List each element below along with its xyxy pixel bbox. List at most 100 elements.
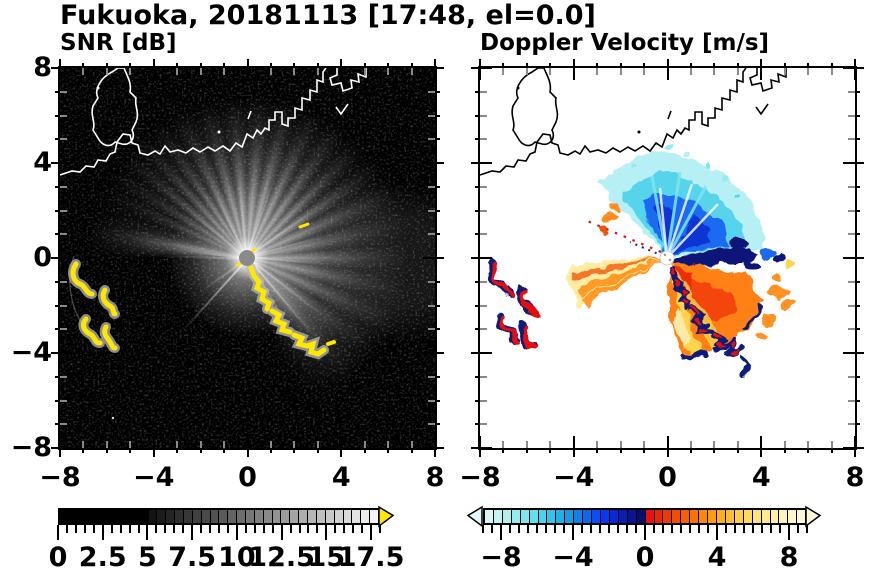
colorbar-tick-label: 5 <box>138 542 157 570</box>
colorbar-segment <box>760 510 770 523</box>
axis-tick <box>471 352 480 354</box>
axis-tick <box>246 448 249 457</box>
colorbar-tick <box>370 525 373 540</box>
colorbar-tick <box>182 525 185 533</box>
colorbar-segment <box>733 510 743 523</box>
colorbar-segment <box>724 510 734 523</box>
figure-title: Fukuoka, 20181113 [17:48, el=0.0] <box>60 0 596 31</box>
axis-tick <box>689 448 692 453</box>
axis-tick <box>760 59 763 68</box>
colorbar-segment <box>680 510 690 523</box>
axis-tick <box>223 448 226 453</box>
axis-tick <box>435 423 440 426</box>
colorbar-segment <box>653 510 663 523</box>
colorbar-segment <box>147 510 157 523</box>
colorbar-tick <box>617 525 619 533</box>
colorbar-tick <box>491 525 493 533</box>
colorbar-tick <box>289 525 292 533</box>
colorbar-tick <box>671 525 673 533</box>
islet-dot <box>96 86 100 90</box>
colorbar-tick <box>689 525 691 533</box>
colorbar-segment <box>191 510 201 523</box>
colorbar-segment <box>138 510 148 523</box>
axis-tick <box>479 59 481 68</box>
colorbar-segment <box>715 510 725 523</box>
axis-tick <box>471 257 480 259</box>
axis-tick <box>129 448 132 453</box>
axis-tick <box>435 352 444 354</box>
colorbar-segment <box>289 510 299 523</box>
axis-tick <box>316 448 319 453</box>
axis-tick <box>51 257 60 259</box>
speck-dot <box>111 416 115 420</box>
colorbar-segment <box>165 510 175 523</box>
colorbar-tick <box>779 525 781 533</box>
axis-tick <box>525 448 528 453</box>
colorbar-segment <box>501 510 511 523</box>
fan-streaks-white <box>658 183 719 259</box>
colorbar-tick <box>316 525 319 533</box>
colorbar-segment <box>689 510 699 523</box>
colorbar-segment <box>742 510 752 523</box>
axis-tick <box>434 59 436 68</box>
colorbar-tick <box>500 525 502 540</box>
colorbar-tick <box>698 525 700 533</box>
axis-tick <box>666 59 669 68</box>
axis-tick <box>830 448 833 453</box>
colorbar-tick <box>563 525 565 533</box>
colorbar-segment <box>599 510 609 523</box>
axis-tick <box>387 448 390 453</box>
colorbar-segment <box>769 510 779 523</box>
axis-tick <box>435 138 440 141</box>
colorbar-segment <box>315 510 325 523</box>
snr-panel-title: SNR [dB] <box>60 30 177 56</box>
clutter-arcs-velocity <box>486 258 747 358</box>
colorbar-tick <box>164 525 167 533</box>
axis-tick <box>59 59 61 68</box>
axis-tick <box>783 448 786 453</box>
x-tick-label: 4 <box>751 462 771 493</box>
coast-dot <box>217 130 221 134</box>
colorbar-tick <box>662 525 664 533</box>
colorbar-tick <box>518 525 520 533</box>
axis-tick <box>855 352 864 354</box>
axis-tick <box>471 67 480 69</box>
colorbar-segment <box>485 510 493 523</box>
axis-tick <box>434 448 436 457</box>
axis-tick <box>435 67 444 69</box>
colorbar-tick-label: 0 <box>635 542 655 570</box>
x-tick-label: 0 <box>658 462 677 493</box>
colorbar-tick <box>271 525 274 533</box>
colorbar-tick <box>146 525 149 540</box>
colorbar-segment <box>662 510 672 523</box>
colorbar-tick <box>545 525 547 533</box>
colorbar-tick-label: 17.5 <box>337 542 405 570</box>
coastline-black <box>480 68 787 176</box>
snr-colorbar-over-arrow <box>378 505 395 528</box>
colorbar-segment <box>573 510 583 523</box>
axis-tick <box>435 375 440 378</box>
colorbar-tick <box>128 525 131 533</box>
colorbar-tick <box>527 525 529 533</box>
colorbar-segment <box>528 510 538 523</box>
coastline-white <box>60 68 367 176</box>
colorbar-tick <box>352 525 355 533</box>
colorbar-tick <box>119 525 122 533</box>
axis-tick <box>855 185 860 188</box>
axis-tick <box>572 448 575 457</box>
axis-tick <box>435 90 440 93</box>
colorbar-segment <box>183 510 192 523</box>
axis-tick <box>435 399 440 402</box>
colorbar-segment <box>174 510 184 523</box>
colorbar-tick <box>334 525 337 533</box>
colorbar-segment <box>271 510 281 523</box>
colorbar-tick-label: −8 <box>480 542 522 570</box>
colorbar-tick <box>725 525 727 533</box>
colorbar-tick <box>325 525 328 540</box>
colorbar-segment <box>209 510 219 523</box>
colorbar-segment <box>342 510 352 523</box>
axis-tick <box>855 90 860 93</box>
axis-tick <box>199 448 202 453</box>
snr-colorbar <box>58 508 380 525</box>
